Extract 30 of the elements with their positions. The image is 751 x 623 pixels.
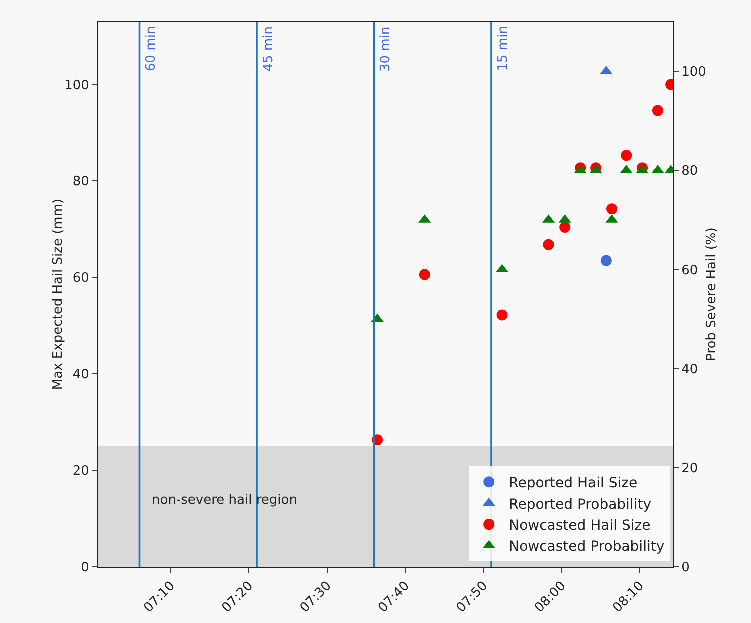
y2-tick-label: 20 <box>682 461 698 476</box>
y-tick-label: 40 <box>72 368 90 383</box>
ref-line-label: 30 min <box>378 26 394 72</box>
point <box>606 204 618 215</box>
legend-label: Nowcasted Hail Size <box>509 518 651 534</box>
y2-tick-label: 80 <box>682 164 698 180</box>
y2-tick-label: 0 <box>682 560 690 576</box>
point <box>600 255 612 266</box>
point <box>419 269 430 280</box>
y2-axis-title: Prob Severe Hail (%) <box>704 228 720 362</box>
legend-label: Nowcasted Probability <box>509 539 665 556</box>
point <box>496 310 508 321</box>
y-tick-label: 60 <box>72 271 90 286</box>
legend-label: Reported Probability <box>509 496 652 513</box>
y-tick-label: 100 <box>64 78 90 94</box>
y2-tick-label: 60 <box>682 263 698 278</box>
y-tick-label: 80 <box>72 174 90 190</box>
y-tick-label: 0 <box>81 560 90 576</box>
point <box>621 150 632 162</box>
legend-label: Reported Hail Size <box>509 476 638 492</box>
ref-line-label: 15 min <box>496 26 511 72</box>
ref-line-label: 45 min <box>261 26 276 72</box>
point <box>543 239 554 250</box>
point <box>652 105 664 116</box>
y2-tick-label: 100 <box>682 65 706 80</box>
ref-line-label: 60 min <box>144 26 160 72</box>
y2-tick-label: 40 <box>682 362 698 378</box>
y-axis-title: Max Expected Hail Size (mm) <box>51 198 66 390</box>
y-tick-label: 20 <box>72 464 90 480</box>
point <box>560 222 571 233</box>
